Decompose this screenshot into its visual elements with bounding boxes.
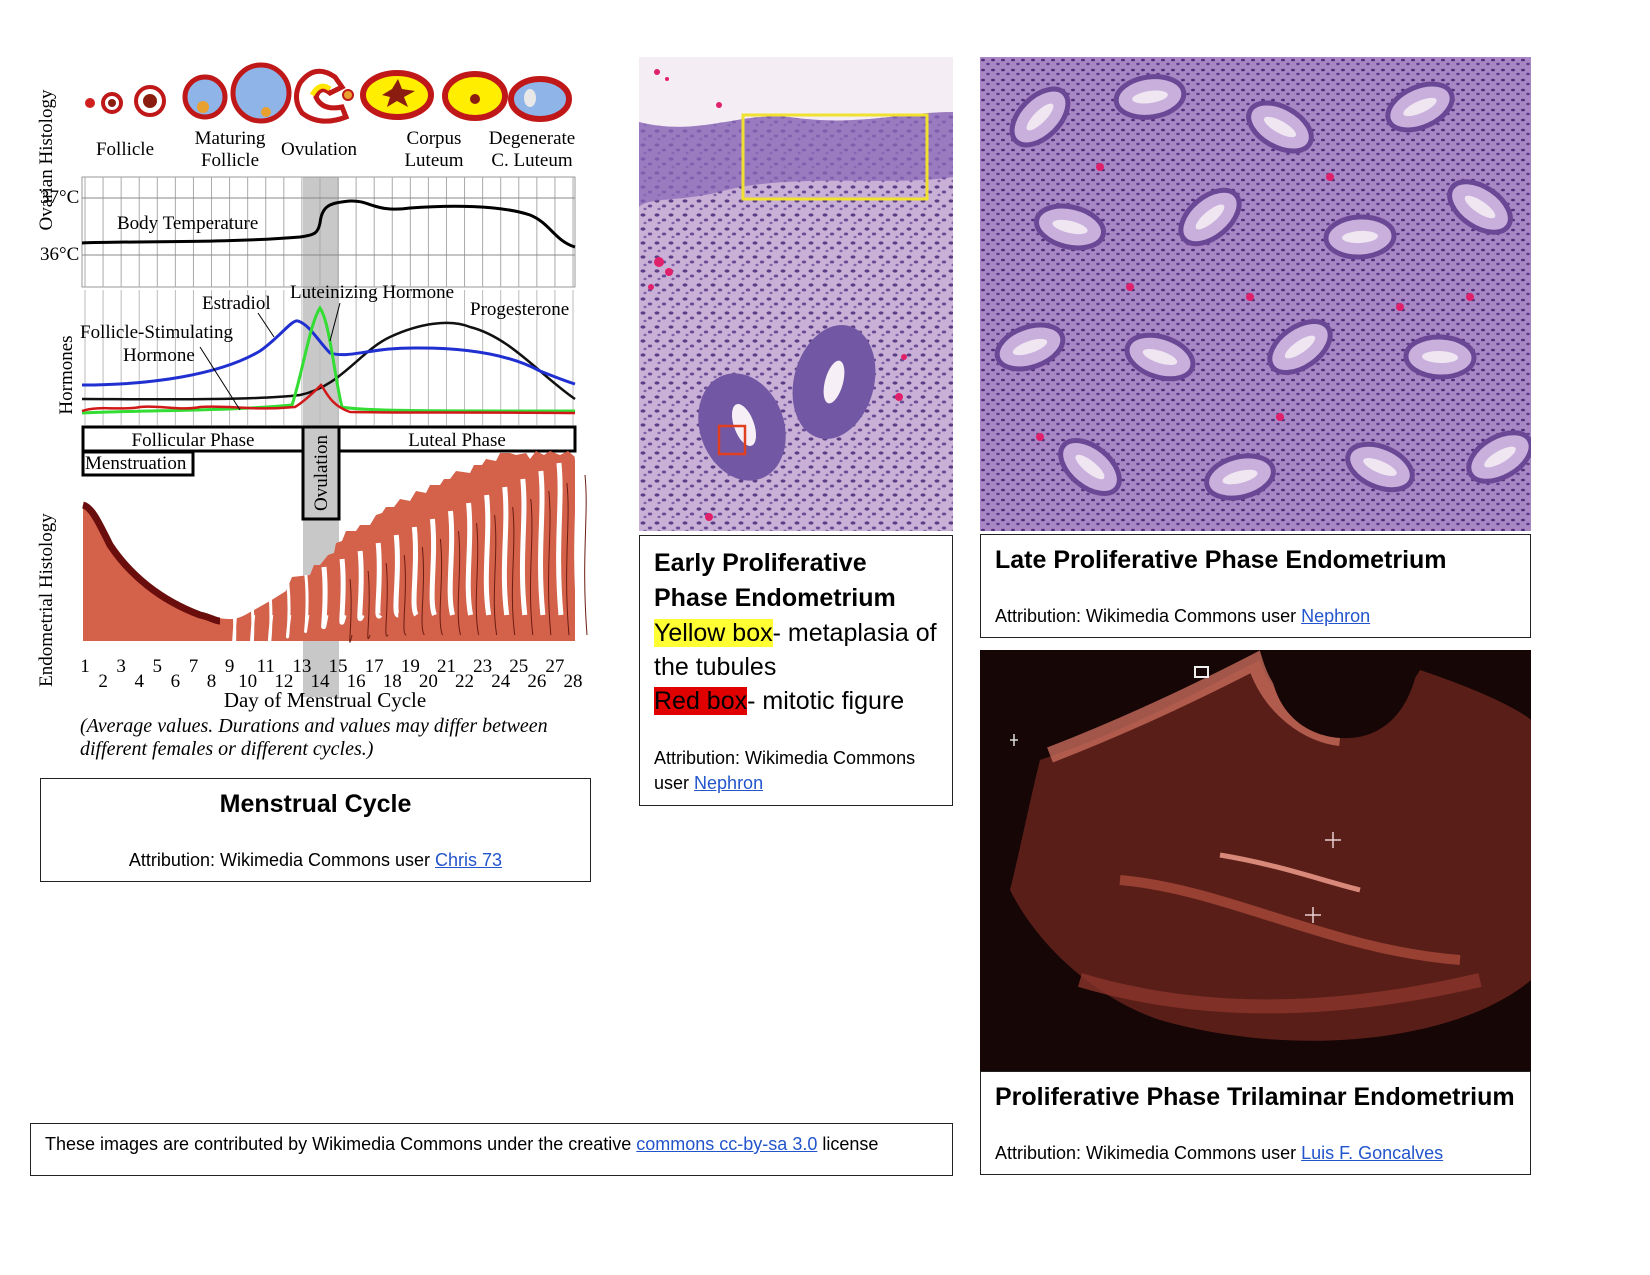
label-c-luteum: C. Luteum <box>491 150 572 171</box>
yellow-box-note: Yellow box- metaplasia of the tubules <box>654 616 944 684</box>
day-tick-label: 24 <box>491 671 511 692</box>
chris73-link[interactable]: Chris 73 <box>435 850 502 870</box>
day-tick-label: 28 <box>564 671 583 692</box>
label-luteum: Luteum <box>404 150 463 171</box>
day-tick-label: 17 <box>365 656 384 677</box>
luis-goncalves-link[interactable]: Luis F. Goncalves <box>1301 1143 1443 1163</box>
ultrasound-image <box>980 650 1531 1071</box>
estradiol-label: Estradiol <box>202 293 271 314</box>
fsh-label-1: Follicle-Stimulating <box>80 322 234 343</box>
trilaminar-attribution: Attribution: Wikimedia Commons user Luis… <box>995 1143 1443 1164</box>
early-attribution: Attribution: Wikimedia Commons user Neph… <box>654 746 942 796</box>
day-tick-label: 6 <box>171 671 181 692</box>
license-note: These images are contributed by Wikimedi… <box>30 1123 953 1176</box>
day-tick-label: 13 <box>292 656 311 677</box>
late-proliferative-image <box>980 57 1531 531</box>
lh-label: Luteinizing Hormone <box>290 282 454 303</box>
menstrual-cycle-title: Menstrual Cycle <box>41 787 590 822</box>
day-tick-label: 3 <box>116 656 126 677</box>
late-proliferative-title: Late Proliferative Phase Endometrium <box>995 543 1447 578</box>
label-corpus: Corpus <box>407 128 462 149</box>
day-tick-label: 23 <box>473 656 492 677</box>
day-tick-label: 4 <box>134 671 144 692</box>
menstrual-attribution: Attribution: Wikimedia Commons user Chri… <box>41 850 590 871</box>
label-maturing: Maturing <box>195 128 266 149</box>
day-tick-label: 22 <box>455 671 474 692</box>
label-follicle: Follicle <box>96 139 154 160</box>
fsh-label-2: Hormone <box>123 345 195 366</box>
day-tick-label: 11 <box>257 656 275 677</box>
progesterone-label: Progesterone <box>470 299 569 320</box>
label-maturing-follicle: Maturing <box>195 128 266 149</box>
yellow-box-highlight: Yellow box <box>654 619 773 647</box>
trilaminar-title: Proliferative Phase Trilaminar Endometri… <box>995 1080 1515 1115</box>
menstruation-label: Menstruation <box>85 453 187 474</box>
day-tick-label: 21 <box>437 656 456 677</box>
temp-36: 36°C <box>40 244 79 265</box>
attr-prefix: Attribution: Wikimedia Commons user <box>995 1143 1301 1163</box>
red-box-note: Red box- mitotic figure <box>654 684 944 718</box>
menstrual-cycle-caption: Menstrual Cycle Attribution: Wikimedia C… <box>40 778 591 882</box>
note-line-1: (Average values. Durations and values ma… <box>80 715 548 737</box>
label-maturing-follicle-2: Follicle <box>201 150 259 171</box>
day-tick-label: 27 <box>545 656 564 677</box>
note-line-2: different females or different cycles.) <box>80 738 374 760</box>
x-axis-title: Day of Menstrual Cycle <box>224 688 426 712</box>
day-tick-label: 2 <box>98 671 108 692</box>
day-tick-label: 1 <box>80 656 90 677</box>
nephron-link-late[interactable]: Nephron <box>1301 606 1370 626</box>
endometrial-histology-label: Endometrial Histology <box>36 513 57 687</box>
day-tick-label: 7 <box>189 656 199 677</box>
cc-by-sa-link[interactable]: commons cc-by-sa 3.0 <box>636 1134 817 1154</box>
early-proliferative-image <box>639 57 953 531</box>
ovary-icons <box>85 65 569 121</box>
day-tick-label: 8 <box>207 671 217 692</box>
attr-prefix: Attribution: Wikimedia Commons user <box>995 606 1301 626</box>
day-tick-label: 15 <box>329 656 348 677</box>
late-proliferative-caption: Late Proliferative Phase Endometrium Att… <box>980 534 1531 638</box>
day-tick-label: 9 <box>225 656 235 677</box>
early-proliferative-caption: Early Proliferative Phase Endometrium Ye… <box>639 535 953 806</box>
red-box-text: - mitotic figure <box>747 687 904 715</box>
hormones-label: Hormones <box>56 335 77 414</box>
license-suffix: license <box>817 1134 878 1154</box>
day-tick-label: 19 <box>401 656 420 677</box>
attr-prefix: Attribution: Wikimedia Commons user <box>129 850 435 870</box>
day-tick-label: 25 <box>509 656 528 677</box>
red-box-highlight: Red box <box>654 687 747 715</box>
label-ovulation: Ovulation <box>281 139 357 160</box>
license-text: These images are contributed by Wikimedi… <box>45 1134 878 1155</box>
late-attribution: Attribution: Wikimedia Commons user Neph… <box>995 606 1370 627</box>
luteal-phase-label: Luteal Phase <box>408 430 506 451</box>
ovulation-bar-label: Ovulation <box>311 435 332 511</box>
ovarian-histology-label: Ovarian Histology <box>36 89 57 230</box>
temp-37: 37°C <box>40 187 79 208</box>
early-proliferative-title: Early Proliferative Phase Endometrium <box>654 546 944 616</box>
label-degenerate: Degenerate <box>489 128 576 149</box>
trilaminar-caption: Proliferative Phase Trilaminar Endometri… <box>980 1071 1531 1175</box>
day-tick-label: 26 <box>527 671 546 692</box>
body-temperature-label: Body Temperature <box>117 213 258 234</box>
follicular-phase-label: Follicular Phase <box>132 430 255 451</box>
menstrual-cycle-diagram: Ovarian Histology Hormones Endometrial H… <box>30 55 620 775</box>
day-tick-label: 5 <box>153 656 163 677</box>
license-prefix: These images are contributed by Wikimedi… <box>45 1134 636 1154</box>
nephron-link-early[interactable]: Nephron <box>694 773 763 793</box>
